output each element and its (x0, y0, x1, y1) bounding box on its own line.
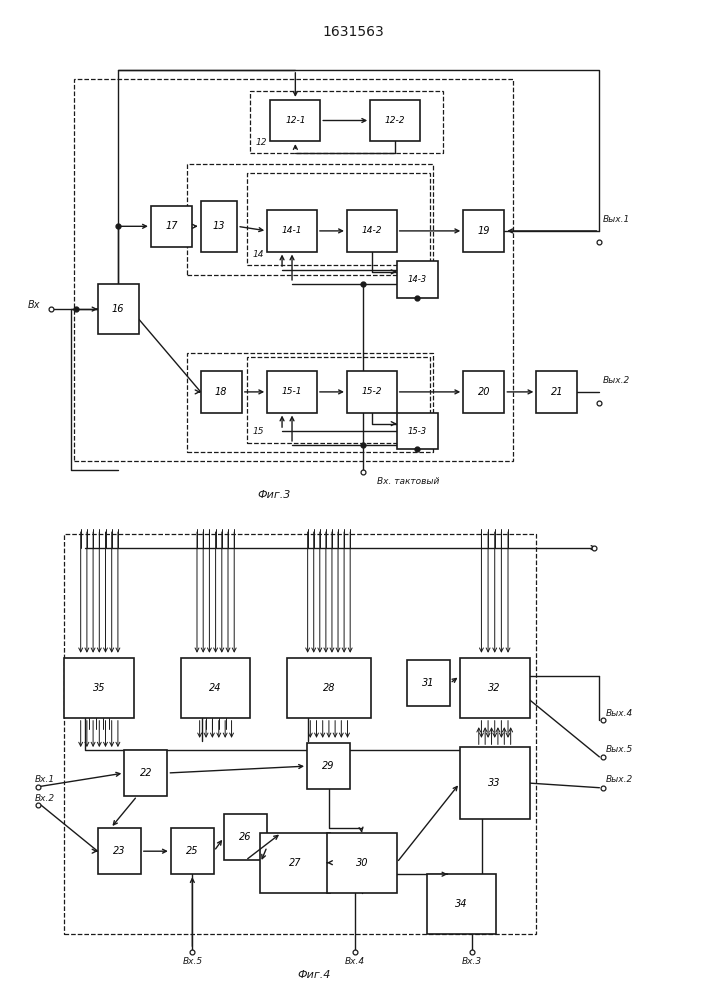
Text: 18: 18 (215, 387, 228, 397)
Text: 14-1: 14-1 (282, 226, 303, 235)
Text: Вых.1: Вых.1 (602, 215, 630, 224)
Text: 20: 20 (477, 387, 490, 397)
Text: 12: 12 (255, 138, 267, 147)
Bar (98, 828, 141, 874)
Bar (151, 206, 192, 247)
Text: 30: 30 (356, 858, 368, 868)
Text: 14: 14 (252, 250, 264, 259)
Text: 19: 19 (477, 226, 490, 236)
Text: 12-1: 12-1 (285, 116, 305, 125)
Text: Фиг.4: Фиг.4 (297, 970, 330, 980)
Bar (537, 371, 578, 413)
Text: Вых.2: Вых.2 (606, 775, 633, 784)
Text: Вых.5: Вых.5 (606, 745, 633, 754)
Bar (267, 371, 317, 413)
Text: 17: 17 (165, 221, 177, 231)
Text: Вых.4: Вых.4 (606, 709, 633, 718)
Bar (187, 353, 433, 452)
Text: 29: 29 (322, 761, 335, 771)
Text: 33: 33 (489, 778, 501, 788)
Bar (370, 100, 420, 141)
Text: 14-2: 14-2 (361, 226, 382, 235)
Text: 16: 16 (112, 304, 124, 314)
Bar (181, 658, 250, 718)
Text: 15-3: 15-3 (408, 426, 427, 436)
Text: Вх.2: Вх.2 (35, 794, 54, 803)
Text: Вых.2: Вых.2 (602, 376, 630, 385)
Bar (397, 413, 438, 449)
Bar (347, 371, 397, 413)
Text: 26: 26 (239, 832, 252, 842)
Bar (407, 660, 450, 706)
Bar (74, 79, 513, 461)
Text: 22: 22 (139, 768, 152, 778)
Bar (64, 658, 134, 718)
Text: 15: 15 (252, 427, 264, 436)
Bar (463, 210, 504, 252)
Text: 31: 31 (422, 678, 435, 688)
Bar (64, 534, 536, 934)
Text: Вх.5: Вх.5 (182, 957, 202, 966)
Text: 25: 25 (186, 846, 199, 856)
Text: 13: 13 (213, 221, 225, 231)
Bar (224, 814, 267, 860)
Text: 32: 32 (489, 683, 501, 693)
Bar (426, 874, 496, 934)
Bar (307, 743, 350, 789)
Bar (250, 91, 443, 153)
Text: 27: 27 (289, 858, 302, 868)
Bar (460, 658, 530, 718)
Bar (247, 173, 430, 265)
Text: 15-2: 15-2 (361, 387, 382, 396)
Text: Вх: Вх (28, 300, 40, 310)
Text: Вх.1: Вх.1 (35, 775, 54, 784)
Bar (201, 371, 242, 413)
Text: 35: 35 (93, 683, 105, 693)
Text: Вх. тактовый: Вх. тактовый (377, 477, 439, 486)
Bar (463, 371, 504, 413)
Bar (171, 828, 214, 874)
Text: 15-1: 15-1 (282, 387, 303, 396)
Text: 34: 34 (455, 899, 468, 909)
Bar (187, 164, 433, 275)
Bar (247, 357, 430, 442)
Bar (260, 833, 330, 893)
Bar (124, 750, 168, 796)
Text: 12-2: 12-2 (385, 116, 405, 125)
Text: 24: 24 (209, 683, 222, 693)
Bar (267, 210, 317, 252)
Text: Вх.4: Вх.4 (345, 957, 365, 966)
Bar (460, 747, 530, 819)
Bar (98, 284, 139, 334)
Text: 28: 28 (322, 683, 335, 693)
Text: 1631563: 1631563 (322, 25, 385, 39)
Bar (270, 100, 320, 141)
Bar (347, 210, 397, 252)
Text: Фиг.3: Фиг.3 (257, 490, 291, 500)
Bar (201, 201, 238, 252)
Bar (327, 833, 397, 893)
Text: 21: 21 (551, 387, 563, 397)
Text: Вх.3: Вх.3 (462, 957, 482, 966)
Bar (397, 261, 438, 298)
Bar (287, 658, 370, 718)
Text: 23: 23 (113, 846, 125, 856)
Text: 14-3: 14-3 (408, 275, 427, 284)
